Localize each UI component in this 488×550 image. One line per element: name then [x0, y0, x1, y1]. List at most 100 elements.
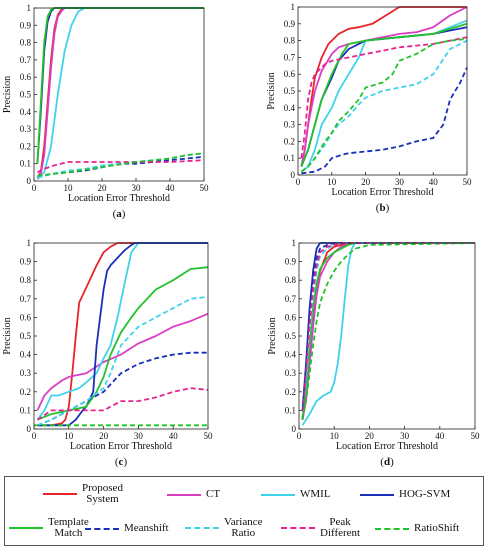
series-line-variance-ratio [37, 152, 205, 179]
legend-item-variance-ratio: Variance Ratio [185, 517, 262, 539]
legend-swatch [185, 527, 219, 529]
legend-label: WMIL [300, 488, 331, 500]
x-tick-label: 50 [200, 183, 210, 193]
x-tick-label: 40 [169, 431, 179, 441]
y-tick-label: 0.1 [285, 405, 296, 415]
legend-label: Peak Different [320, 516, 361, 539]
legend-swatch [9, 527, 43, 529]
y-tick-label: 0.1 [20, 405, 31, 415]
legend: Proposed System CT WMIL HOG-SVM Template Match… [4, 476, 484, 546]
series-line-proposed-system [37, 242, 208, 427]
legend-item-ratioshift: RatioShift [375, 523, 459, 534]
series-line-ct [36, 312, 209, 411]
series-line-hog-svm [301, 242, 475, 411]
y-tick-label: 0.5 [20, 331, 32, 341]
x-tick-label: 30 [134, 431, 144, 441]
y-tick-label: 0.6 [20, 312, 32, 322]
y-tick-label: 0.3 [284, 120, 296, 130]
x-tick-label: 0 [32, 183, 37, 193]
y-tick-label: 0.1 [20, 159, 31, 169]
y-tick-label: 0.5 [285, 331, 297, 341]
chart-panel-2: 00.10.20.30.40.50.60.70.80.910 10 20 30 40 50… [2, 238, 213, 468]
y-axis-label: Precision [2, 317, 13, 354]
y-tick-label: 1 [27, 3, 32, 13]
x-tick-label: 50 [471, 431, 481, 441]
legend-item-hog-svm: HOG-SVM [360, 489, 450, 500]
x-tick-label: 50 [204, 431, 214, 441]
legend-swatch [167, 493, 201, 496]
y-tick-label: 0.4 [285, 350, 297, 360]
series-line-variance-ratio [300, 39, 468, 173]
y-tick-label: 1 [292, 238, 297, 248]
series-line-ratioshift [300, 38, 468, 173]
y-tick-label: 0.5 [20, 90, 32, 100]
series-line-template-match [37, 266, 209, 421]
x-tick-label: 30 [132, 183, 142, 193]
series-line-wmil [36, 7, 204, 180]
legend-label: Variance Ratio [224, 516, 263, 539]
y-tick-label: 0.6 [285, 312, 297, 322]
chart-panel-1: 00.10.20.30.40.50.60.70.80.910 10 20 30 40 50… [266, 2, 472, 214]
y-tick-label: 0.2 [20, 387, 31, 397]
y-tick-label: 0.2 [20, 141, 31, 151]
series-line-peak-different [36, 387, 209, 421]
series-line-meanshift [37, 155, 205, 179]
x-tick-label: 10 [330, 431, 340, 441]
y-tick-label: 0.8 [285, 275, 297, 285]
panel-label: (b) [376, 202, 390, 214]
legend-label: HOG-SVM [399, 488, 451, 500]
plot-frame [298, 242, 476, 430]
y-tick-label: 0 [291, 170, 296, 180]
x-tick-label: 50 [463, 177, 473, 187]
panel-label: (a) [113, 208, 126, 220]
legend-item-template-match: Template Match [9, 517, 89, 539]
x-tick-label: 20 [365, 431, 375, 441]
y-tick-label: 0 [292, 424, 297, 434]
x-tick-label: 0 [296, 177, 301, 187]
x-tick-label: 0 [32, 431, 37, 441]
x-tick-label: 20 [98, 183, 108, 193]
y-tick-label: 0.8 [20, 38, 32, 48]
series-line-hog-svm [37, 242, 208, 427]
x-axis-label: Location Error Threshold [68, 193, 170, 204]
y-tick-label: 0.9 [20, 20, 32, 30]
y-tick-label: 0.4 [284, 103, 296, 113]
x-tick-label: 0 [297, 431, 302, 441]
legend-item-ct: CT [167, 489, 220, 500]
legend-item-proposed-system: Proposed System [43, 483, 123, 505]
y-tick-label: 0.9 [284, 19, 296, 29]
legend-swatch [43, 493, 77, 495]
y-tick-label: 0.7 [285, 294, 297, 304]
series-line-peak-different [36, 159, 205, 174]
x-tick-label: 20 [361, 177, 371, 187]
series-line-wmil [36, 242, 208, 421]
legend-label: Proposed System [82, 482, 123, 505]
panel-label: (d) [380, 456, 394, 468]
y-tick-label: 0.7 [284, 52, 296, 62]
y-tick-label: 0.7 [20, 294, 32, 304]
legend-swatch [281, 527, 315, 529]
y-axis-label: Precision [266, 72, 277, 109]
y-tick-label: 1 [291, 2, 296, 12]
y-tick-label: 1 [27, 238, 32, 248]
series-line-ct [36, 7, 204, 179]
legend-item-wmil: WMIL [261, 489, 331, 500]
y-tick-label: 0 [27, 424, 32, 434]
legend-swatch [375, 527, 409, 530]
y-tick-label: 0.9 [20, 257, 32, 267]
legend-swatch [85, 527, 119, 530]
x-tick-label: 10 [64, 183, 74, 193]
y-tick-label: 0.3 [285, 368, 297, 378]
x-tick-label: 30 [400, 431, 410, 441]
legend-swatch [360, 493, 394, 496]
series-line-ratioshift [37, 152, 205, 177]
y-tick-label: 0 [27, 176, 32, 186]
y-tick-label: 0.4 [20, 107, 32, 117]
x-tick-label: 40 [429, 177, 439, 187]
legend-swatch [261, 493, 295, 496]
series-line-meanshift [301, 67, 468, 175]
legend-item-meanshift: Meanshift [85, 523, 169, 534]
series-line-peak-different [300, 36, 468, 159]
y-tick-label: 0.3 [20, 368, 32, 378]
